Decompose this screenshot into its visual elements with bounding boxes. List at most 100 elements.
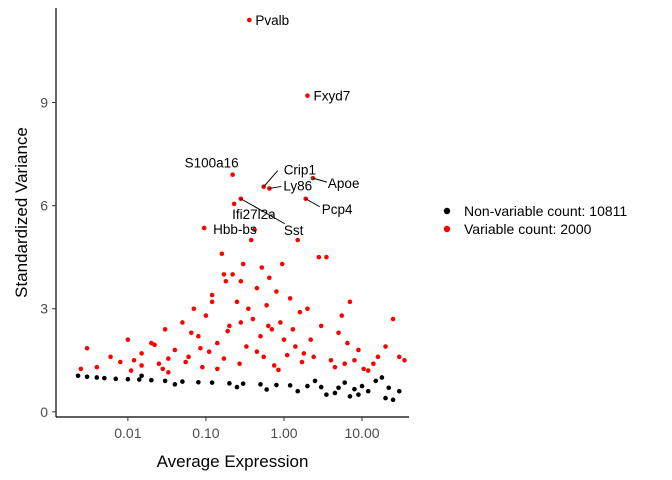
variable-point <box>166 356 171 361</box>
variable-point <box>396 354 402 360</box>
variable-point <box>342 361 348 367</box>
variable-point <box>200 364 205 370</box>
x-tick-label: 0.10 <box>192 425 219 441</box>
non-variable-point <box>386 385 392 391</box>
variable-point <box>196 333 201 339</box>
non-variable-point <box>180 379 185 384</box>
gene-labels: Pvalb Fxyd7 S100a16 Crip1 Apoe Ly86 Pcp4 Ifi27l… <box>185 13 360 238</box>
variable-point <box>227 323 232 329</box>
variable-point <box>238 320 244 325</box>
variable-point <box>308 337 313 342</box>
non-variable-point <box>149 377 154 383</box>
gene-connector-apoe <box>312 177 328 183</box>
variable-point <box>339 313 345 318</box>
gene-connector-sst <box>240 198 286 225</box>
y-axis-ticks: 0 3 6 9 <box>40 95 56 420</box>
non-variable-point <box>305 383 310 389</box>
gene-point-ly86 <box>267 186 272 191</box>
variable-point <box>356 347 361 353</box>
variable-point <box>225 328 230 334</box>
variable-point <box>166 370 171 375</box>
variable-point <box>258 333 263 339</box>
variable-point <box>246 306 251 312</box>
variable-point <box>139 351 144 356</box>
variable-point <box>375 354 381 360</box>
variable-point <box>215 340 220 346</box>
variable-point <box>324 254 329 260</box>
gene-label-hbb-bs: Hbb-bs <box>213 222 257 237</box>
non-variable-point <box>240 381 246 386</box>
variable-point <box>238 278 244 284</box>
variable-point <box>209 299 215 305</box>
variable-point <box>160 366 166 372</box>
variable-point <box>209 292 215 298</box>
variable-point <box>269 327 275 332</box>
variable-point <box>361 366 366 372</box>
variable-point <box>402 357 407 363</box>
non-variable-point <box>258 382 263 387</box>
variable-point <box>234 299 240 305</box>
non-variable-point <box>295 388 301 394</box>
gene-point-pvalb <box>247 17 252 23</box>
variable-point <box>172 347 178 353</box>
variable-point <box>186 354 191 360</box>
x-tick-label: 10.00 <box>344 425 379 441</box>
variable-point <box>139 363 144 368</box>
non-variable-point <box>352 386 357 392</box>
variable-point <box>345 340 350 346</box>
gene-label-pvalb: Pvalb <box>255 13 289 28</box>
variable-point <box>221 272 227 277</box>
gene-connector-pcp4 <box>305 198 320 208</box>
variable-point <box>215 366 220 372</box>
variable-point <box>318 323 324 329</box>
variable-point <box>295 237 301 243</box>
variable-point <box>293 344 298 349</box>
legend-marker-variable <box>443 225 451 233</box>
variable-point <box>305 306 310 312</box>
non-variable-point <box>227 381 232 386</box>
non-variable-point <box>390 397 396 403</box>
variable-point <box>316 254 322 260</box>
non-variable-point <box>287 383 293 388</box>
variable-point <box>254 349 260 355</box>
variable-point <box>118 359 123 365</box>
legend: Non-variable count: 10811 Variable count… <box>443 203 627 237</box>
variable-point <box>230 272 235 277</box>
variable-point <box>390 316 396 322</box>
variable-point <box>152 342 157 348</box>
y-tick-label: 0 <box>40 404 48 420</box>
non-variable-point <box>332 390 338 396</box>
variable-point <box>84 345 90 351</box>
non-variable-point <box>312 378 318 384</box>
legend-marker-non-variable <box>443 207 451 215</box>
variable-point <box>191 306 197 312</box>
variable-point <box>248 237 254 243</box>
variable-point <box>352 357 357 363</box>
gene-connector-crip1 <box>263 170 279 188</box>
non-variable-point <box>125 376 131 382</box>
non-variable-point <box>264 387 269 392</box>
variable-point <box>336 330 341 336</box>
variable-point <box>259 265 265 270</box>
variable-point <box>180 320 185 325</box>
variable-point <box>311 354 316 360</box>
gene-label-ly86: Ly86 <box>283 178 312 193</box>
non-variable-point <box>379 375 385 380</box>
non-variable-point <box>172 382 178 387</box>
x-axis-title: Average Expression <box>157 452 309 471</box>
non-variable-point <box>113 376 119 382</box>
variable-point <box>128 368 134 373</box>
variable-point <box>267 275 272 281</box>
gene-label-pcp4: Pcp4 <box>322 202 353 217</box>
gene-point-sst <box>238 196 244 202</box>
legend-label-non-variable: Non-variable count: 10811 <box>464 203 627 219</box>
variable-point <box>328 357 334 363</box>
variable-point <box>281 337 287 342</box>
x-tick-label: 0.01 <box>114 425 141 441</box>
variable-point <box>371 361 376 367</box>
non-variable-point <box>234 384 240 390</box>
non-variable-point <box>318 384 324 390</box>
variable-point <box>183 359 188 365</box>
variable-point <box>206 349 212 355</box>
y-axis-title: Standardized Variance <box>12 127 31 298</box>
